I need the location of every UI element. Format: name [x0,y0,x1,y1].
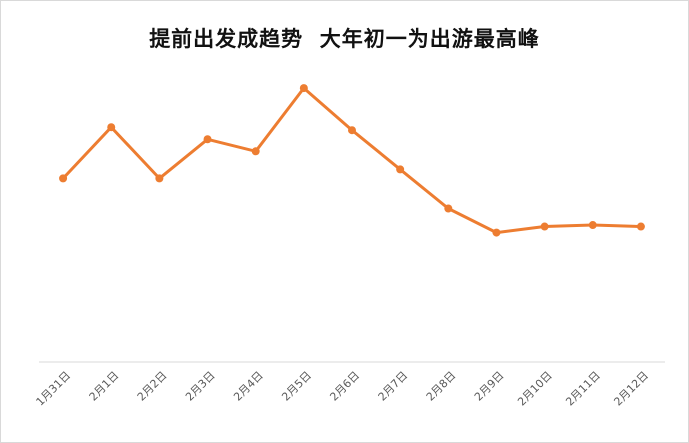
data-point-5 [251,147,260,156]
data-point-3 [155,174,164,183]
series-line [62,86,641,235]
data-point-9 [444,204,453,213]
x-tick-label: 2月11日 [563,369,603,409]
data-point-6 [299,84,308,93]
data-point-4 [203,135,212,144]
x-tick-label: 2月4日 [231,369,266,404]
x-tick-label: 2月8日 [424,369,459,404]
data-point-10 [492,228,501,237]
data-point-7 [348,126,356,135]
data-point-12 [588,221,597,230]
series-markers [59,84,645,237]
data-point-2 [107,123,116,132]
x-tick-label: 2月7日 [376,369,411,404]
data-point-11 [540,222,549,231]
x-tick-label: 2月12日 [611,369,651,409]
x-tick-label: 2月10日 [515,369,555,409]
x-tick-label: 2月3日 [183,369,218,404]
data-point-1 [59,174,68,183]
data-point-8 [396,165,405,174]
x-tick-label: 2月9日 [472,369,507,404]
data-point-13 [636,222,645,231]
chart-title: 提前出发成趋势 大年初一为出游最高峰 [149,27,540,51]
x-tick-label: 2月1日 [87,369,122,404]
x-tick-label: 2月2日 [135,369,170,404]
x-tick-labels: 1月31日 2月1日 2月2日 2月3日 2月4日 2月5日 2月6日 2月7日 2月8日 2月9… [34,369,651,409]
x-tick-label: 2月5日 [279,369,314,404]
x-tick-label: 2月6日 [327,369,362,404]
x-tick-label: 1月31日 [34,369,74,409]
